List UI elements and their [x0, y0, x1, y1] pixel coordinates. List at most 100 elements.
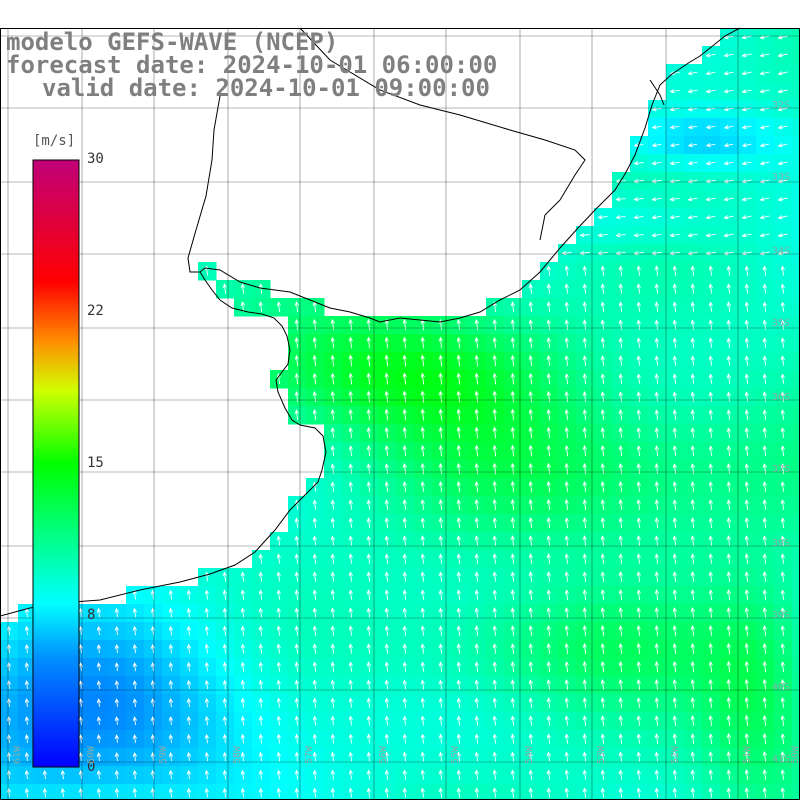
wind-arrow — [384, 715, 389, 726]
wind-speed-cell — [792, 154, 800, 173]
wind-arrow — [780, 714, 785, 727]
wind-arrow — [348, 679, 353, 690]
wind-arrow — [762, 751, 767, 763]
wind-arrow — [723, 161, 734, 166]
wind-speed-cell — [792, 280, 800, 299]
wind-arrow — [723, 233, 734, 238]
wind-arrow — [420, 426, 425, 439]
wind-arrow — [564, 660, 569, 673]
wind-arrow — [723, 125, 734, 130]
wind-arrow — [528, 480, 533, 493]
wind-arrow — [546, 679, 551, 690]
wind-arrow — [132, 607, 137, 618]
wind-arrow — [438, 480, 443, 493]
wind-arrow — [687, 89, 698, 94]
wind-arrow — [690, 481, 695, 492]
wind-arrow — [510, 607, 515, 618]
wind-arrow — [777, 53, 788, 58]
wind-arrow — [510, 408, 515, 421]
wind-arrow — [420, 408, 425, 421]
wind-arrow — [294, 625, 299, 636]
wind-arrow — [618, 553, 623, 564]
wind-arrow — [366, 535, 371, 546]
wind-arrow — [474, 589, 479, 600]
wind-arrow — [312, 661, 317, 672]
wind-arrow — [6, 787, 11, 798]
wind-arrow — [348, 751, 353, 762]
wind-arrow — [420, 589, 425, 600]
wind-arrow — [687, 197, 698, 202]
wind-arrow — [654, 571, 659, 582]
wind-arrow — [114, 787, 119, 798]
wind-arrow — [204, 769, 209, 780]
wind-arrow — [366, 661, 371, 672]
wind-arrow — [312, 607, 317, 618]
wind-arrow — [762, 624, 767, 637]
wind-arrow — [186, 769, 192, 780]
wind-arrow — [330, 679, 335, 690]
wind-arrow — [597, 251, 608, 256]
wind-arrow — [492, 516, 497, 529]
wind-arrow — [582, 426, 587, 439]
wind-arrow — [366, 336, 371, 349]
wind-arrow — [708, 606, 713, 619]
wind-arrow — [240, 679, 245, 690]
wind-arrow — [438, 733, 443, 744]
wind-arrow — [402, 535, 407, 546]
wind-arrow — [420, 535, 425, 546]
wind-arrow — [705, 143, 716, 148]
wind-arrow — [492, 336, 497, 349]
wind-arrow — [222, 715, 227, 726]
wind-arrow — [474, 787, 479, 798]
wind-speed-cell — [792, 46, 800, 65]
latitude-label: 37S — [772, 464, 791, 475]
wind-speed-cell — [792, 748, 800, 767]
wind-arrow — [600, 301, 605, 312]
wind-arrow — [690, 499, 695, 510]
wind-arrow — [708, 355, 713, 366]
wind-arrow — [546, 660, 551, 673]
wind-arrow — [672, 751, 677, 762]
wind-arrow — [366, 787, 371, 798]
wind-arrow — [762, 499, 767, 510]
wind-arrow — [636, 427, 641, 438]
wind-arrow — [564, 679, 569, 690]
wind-arrow — [669, 89, 680, 94]
wind-arrow — [600, 733, 605, 744]
title-forecast-date: forecast date: 2024-10-01 06:00:00 — [6, 51, 498, 79]
wind-arrow — [114, 734, 120, 743]
wind-arrow — [741, 215, 752, 220]
wind-arrow — [690, 535, 695, 546]
wind-arrow — [168, 661, 174, 672]
wind-arrow — [528, 625, 533, 636]
wind-arrow — [420, 715, 425, 726]
wind-arrow — [420, 336, 425, 349]
wind-arrow — [402, 517, 407, 528]
wind-arrow — [705, 197, 716, 202]
longitude-label: 52W — [670, 745, 681, 764]
wind-arrow — [456, 372, 461, 385]
wind-arrow — [672, 769, 677, 780]
wind-arrow — [456, 336, 461, 349]
wind-arrow — [348, 625, 353, 636]
colorbar — [32, 159, 80, 768]
latitude-label: 41S — [772, 754, 791, 765]
wind-arrow — [492, 661, 497, 672]
wind-arrow — [744, 606, 749, 619]
wind-arrow — [510, 643, 515, 654]
wind-arrow — [726, 283, 731, 294]
wind-speed-cell — [792, 298, 800, 317]
wind-arrow — [780, 787, 785, 798]
wind-arrow — [456, 625, 461, 636]
wind-speed-cell — [792, 262, 800, 281]
wind-arrow — [705, 161, 716, 166]
wind-arrow — [615, 215, 626, 220]
wind-arrow — [456, 408, 461, 421]
wind-arrow — [186, 679, 192, 690]
longitude-label: 56W — [378, 745, 389, 764]
wind-arrow — [600, 553, 605, 564]
wind-arrow — [618, 301, 623, 312]
wind-arrow — [672, 606, 677, 619]
wind-arrow — [690, 553, 695, 564]
wind-arrow — [744, 589, 749, 600]
